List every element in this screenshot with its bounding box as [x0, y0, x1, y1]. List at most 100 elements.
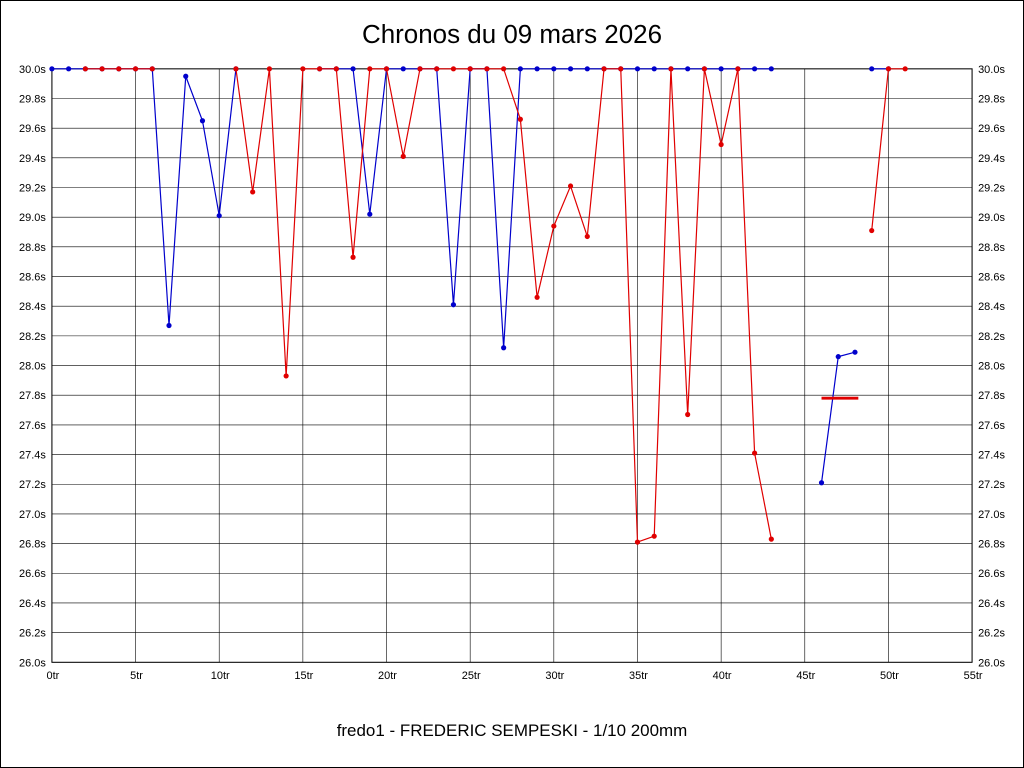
serie-rouge-point	[383, 66, 390, 72]
serie-rouge-point	[316, 66, 323, 72]
y-tick-label-right: 28.0s	[978, 361, 1005, 373]
serie-bleue-point	[66, 66, 72, 72]
serie-bleue-point	[852, 349, 858, 355]
serie-bleue-point	[183, 73, 189, 79]
serie-rouge-point	[885, 66, 892, 72]
x-tick-label: 20tr	[378, 670, 397, 682]
x-tick-label: 55tr	[964, 670, 983, 682]
serie-rouge-point	[484, 66, 490, 72]
y-tick-label-left: 28.4s	[19, 301, 46, 313]
serie-rouge-point	[467, 66, 473, 72]
chart-caption: fredo1 - FREDERIC SEMPESKI - 1/10 200mm	[337, 721, 688, 740]
y-tick-label-left: 29.0s	[19, 212, 46, 224]
serie-rouge-point	[367, 66, 373, 72]
serie-rouge-point	[82, 66, 88, 72]
serie-rouge-point	[567, 183, 574, 189]
y-tick-label-left: 28.0s	[19, 361, 46, 373]
serie-rouge-point	[601, 66, 607, 72]
serie-bleue-line	[51, 68, 237, 326]
serie-rouge-point	[701, 66, 708, 72]
y-tick-label-left: 26.2s	[19, 628, 46, 640]
serie-bleue-point	[567, 66, 574, 72]
y-tick-label-left: 29.4s	[19, 153, 46, 165]
plot-area: 30.0s 30.0s 29.8s 29.8s 29.6s 29.6s 29.4s 29.4s…	[19, 64, 1005, 682]
serie-rouge-point	[551, 223, 557, 229]
serie-rouge-point	[752, 450, 758, 456]
serie-bleue-point	[685, 66, 691, 72]
x-tick-label: 0tr	[46, 670, 59, 682]
serie-rouge-point	[434, 66, 440, 72]
serie-rouge-point	[99, 66, 105, 72]
x-tick-label: 10tr	[211, 670, 230, 682]
serie-rouge-point	[250, 189, 256, 195]
serie-bleue-point	[367, 211, 373, 217]
serie-bleue-point	[634, 66, 641, 72]
serie-bleue-point	[869, 66, 875, 72]
serie-rouge-point	[668, 66, 674, 72]
serie-bleue-line	[820, 351, 856, 483]
serie-bleue-point	[768, 66, 774, 72]
y-tick-label-left: 27.0s	[19, 509, 46, 521]
serie-rouge-point	[283, 373, 289, 379]
y-tick-label-right: 26.4s	[978, 598, 1005, 610]
serie-rouge-line	[235, 68, 772, 543]
serie-bleue-point	[216, 213, 222, 219]
plot-border	[51, 68, 973, 663]
serie-bleue-point	[199, 118, 206, 124]
serie-bleue-point	[166, 322, 172, 329]
y-tick-label-left: 30.0s	[19, 64, 46, 76]
serie-rouge-point	[634, 539, 641, 545]
serie-rouge-point	[651, 533, 657, 539]
y-tick-label-right: 29.0s	[978, 212, 1005, 224]
serie-rouge-point	[400, 153, 406, 159]
x-tick-label: 15tr	[294, 670, 313, 682]
y-tick-label-left: 26.4s	[19, 598, 46, 610]
y-tick-label-right: 26.0s	[978, 657, 1005, 669]
x-tick-label: 30tr	[545, 670, 564, 682]
x-tick-label: 25tr	[462, 670, 481, 682]
serie-bleue-point	[517, 66, 523, 72]
y-tick-label-right: 26.6s	[978, 568, 1005, 580]
y-tick-label-right: 27.4s	[978, 450, 1005, 462]
x-tick-label: 5tr	[130, 670, 143, 682]
y-tick-label-left: 27.6s	[19, 420, 46, 432]
y-tick-label-left: 29.2s	[19, 183, 46, 195]
y-tick-label-right: 28.4s	[978, 301, 1005, 313]
y-tick-label-right: 26.8s	[978, 539, 1005, 551]
y-tick-label-right: 29.8s	[978, 93, 1005, 105]
serie-rouge-point	[149, 66, 155, 72]
serie-rouge-point	[869, 227, 875, 234]
y-tick-label-right: 29.2s	[978, 183, 1005, 195]
serie-rouge-point	[517, 116, 523, 122]
y-tick-label-left: 28.6s	[19, 272, 46, 284]
serie-bleue-point	[350, 66, 356, 72]
serie-bleue-point	[551, 66, 557, 72]
serie-rouge-point	[501, 66, 507, 72]
serie-rouge-point	[718, 141, 724, 148]
chart-title: Chronos du 09 mars 2026	[362, 21, 662, 49]
serie-bleue-point	[534, 66, 540, 72]
serie-rouge-point	[233, 66, 239, 72]
serie-bleue-point	[752, 66, 758, 72]
serie-rouge-point	[333, 66, 339, 72]
serie-bleue-point	[818, 480, 825, 486]
y-tick-label-left: 27.4s	[19, 450, 46, 462]
x-tick-label: 40tr	[713, 670, 732, 682]
serie-rouge-point	[266, 66, 272, 72]
serie-rouge-point	[300, 66, 306, 72]
serie-bleue-point	[584, 66, 590, 72]
serie-bleue-point	[718, 66, 724, 72]
serie-bleue-point	[835, 354, 841, 360]
serie-rouge-point	[132, 66, 139, 72]
y-tick-label-left: 26.6s	[19, 568, 46, 580]
serie-rouge-point	[116, 66, 122, 72]
y-tick-label-left: 29.6s	[19, 123, 46, 135]
serie-bleue-line	[319, 68, 772, 348]
y-tick-label-left: 26.8s	[19, 539, 46, 551]
y-tick-label-left: 28.2s	[19, 331, 46, 343]
serie-rouge-point	[584, 233, 590, 240]
y-tick-label-right: 27.2s	[978, 479, 1005, 491]
y-tick-label-right: 26.2s	[978, 628, 1005, 640]
